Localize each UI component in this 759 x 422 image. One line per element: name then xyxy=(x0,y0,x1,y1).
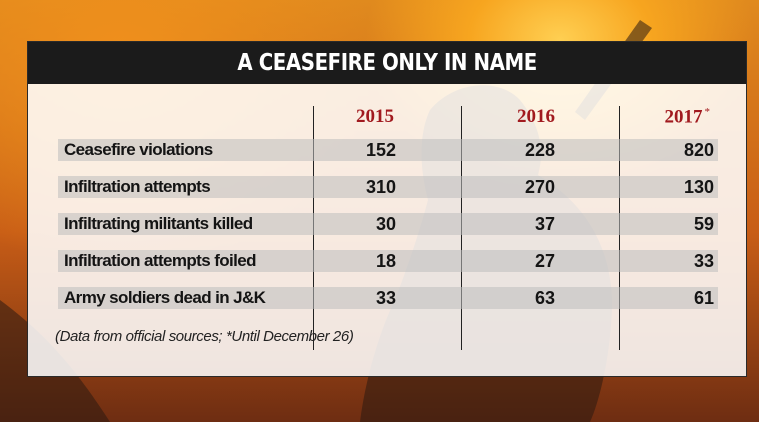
table-title: A CEASEFIRE ONLY IN NAME xyxy=(237,50,537,76)
table-cell-2015: 310 xyxy=(365,177,396,197)
table-cell-2017: 820 xyxy=(683,140,714,160)
table-cell-2016: 270 xyxy=(524,177,555,197)
header-year-2017: 2017 * xyxy=(664,106,711,128)
table-cell-2016: 37 xyxy=(534,214,555,234)
row-label: Infiltration attempts foiled xyxy=(64,251,257,270)
row-label: Infiltration attempts xyxy=(64,177,211,196)
table-row xyxy=(58,213,718,235)
footnote-marker: * xyxy=(704,106,711,118)
header-year-2015: 2015 xyxy=(356,106,394,127)
row-label: Army soldiers dead in J&K xyxy=(64,288,266,307)
table-cell-2017: 59 xyxy=(693,214,714,234)
table-row xyxy=(58,176,718,198)
table-cell-2016: 228 xyxy=(524,140,555,160)
header-year-2016: 2016 xyxy=(517,106,555,127)
table-cell-2015: 18 xyxy=(375,251,396,271)
table-cell-2017: 130 xyxy=(683,177,714,197)
table-cell-2016: 63 xyxy=(534,288,555,308)
data-table-panel: A CEASEFIRE ONLY IN NAME 2015 2016 2017 *… xyxy=(27,41,747,377)
table-cell-2017: 33 xyxy=(693,251,714,271)
row-label: Ceasefire violations xyxy=(64,140,213,159)
table-cell-2015: 152 xyxy=(365,140,396,160)
row-label: Infiltrating militants killed xyxy=(64,214,253,233)
source-note: (Data from official sources; *Until Dece… xyxy=(55,328,354,345)
table-cell-2016: 27 xyxy=(534,251,555,271)
table-row xyxy=(58,287,718,309)
table-cell-2017: 61 xyxy=(693,288,714,308)
table-row xyxy=(58,250,718,272)
title-bar: A CEASEFIRE ONLY IN NAME xyxy=(28,42,746,84)
table-row xyxy=(58,139,718,161)
table-cell-2015: 30 xyxy=(375,214,396,234)
table-cell-2015: 33 xyxy=(375,288,396,308)
